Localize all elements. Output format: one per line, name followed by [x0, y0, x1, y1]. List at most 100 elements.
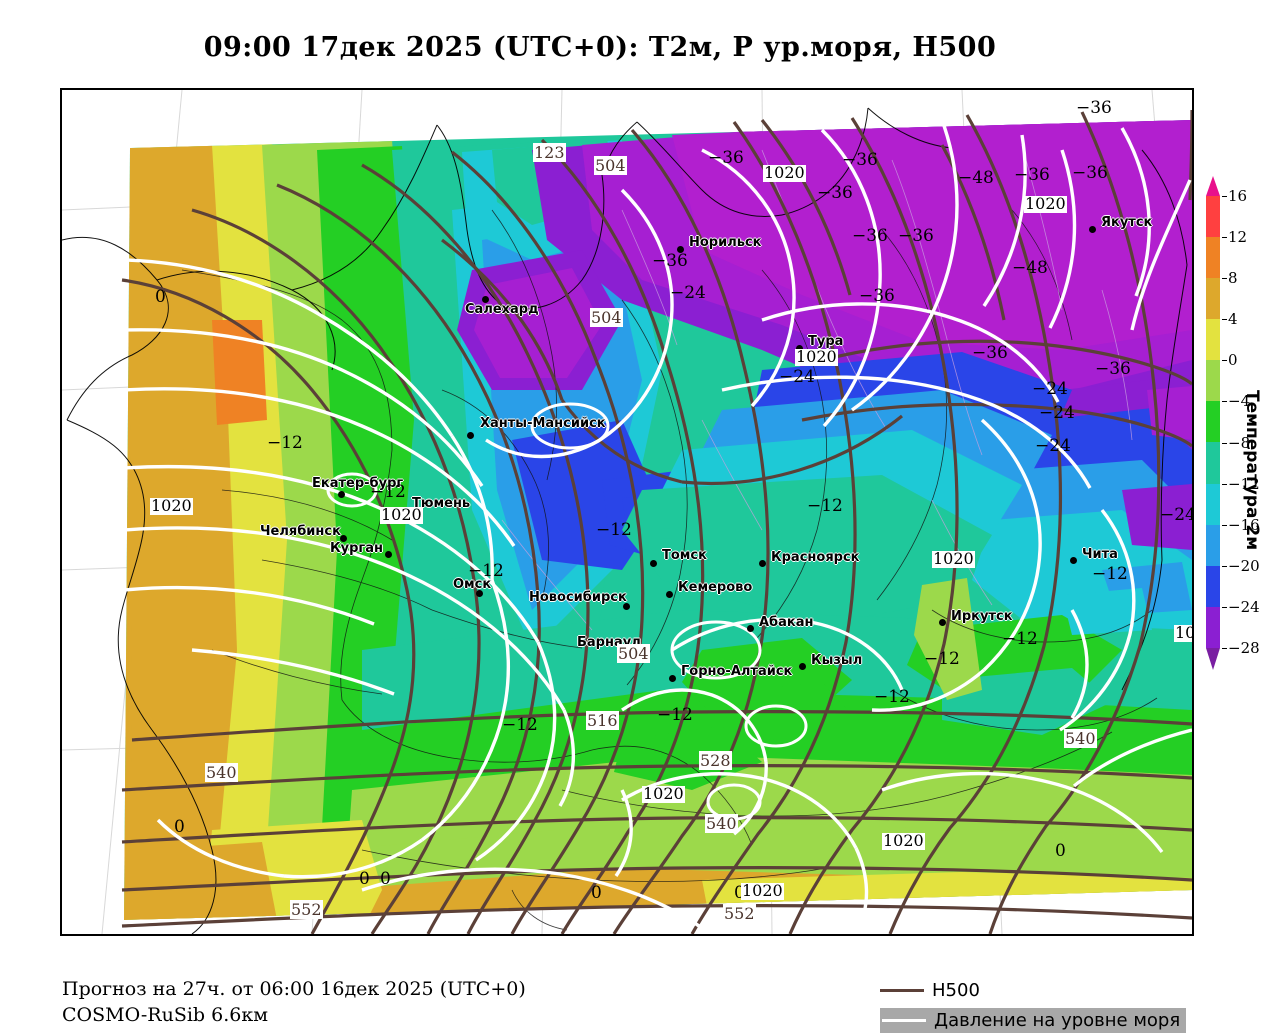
pressure-contour-label: 1020 [642, 784, 685, 803]
temperature-contour-label: −12 [267, 433, 303, 453]
colorbar-tick-mark [1222, 196, 1227, 197]
city-marker[interactable] [623, 603, 630, 610]
temperature-contour-label: −36 [708, 148, 744, 168]
colorbar-band [1206, 524, 1220, 566]
temperature-contour-label: −36 [842, 150, 878, 170]
city-label: Кызыл [811, 653, 863, 668]
temperature-contour-label: −48 [1012, 258, 1048, 278]
city-label: Омск [453, 577, 492, 592]
city-marker[interactable] [1070, 557, 1077, 564]
mslp-legend-label: Давление на уровне моря [934, 1010, 1181, 1031]
city-label: Тура [808, 334, 844, 349]
temperature-contour-label: −36 [1095, 359, 1131, 379]
h500-contour-label: 504 [594, 156, 627, 175]
weather-map[interactable]: Норильск Салехард Якутск Тура Ханты-Мансийск… [60, 88, 1194, 936]
city-label: Кемерово [678, 580, 753, 595]
colorbar-band [1206, 360, 1220, 402]
temperature-contour-label: −24 [779, 367, 815, 387]
city-marker[interactable] [677, 246, 684, 253]
pressure-contour-label: 1020 [932, 549, 975, 568]
temperature-contour-label: −36 [817, 183, 853, 203]
city-label: Новосибирск [529, 590, 627, 605]
city-marker[interactable] [939, 619, 946, 626]
city-marker[interactable] [747, 625, 754, 632]
temperature-contour-label: −36 [1076, 98, 1112, 118]
temperature-contour-label: −48 [958, 168, 994, 188]
temperature-contour-label: −24 [1035, 436, 1071, 456]
city-label: Челябинск [260, 524, 341, 539]
colorbar-tick-label: −24 [1228, 597, 1260, 616]
h500-contour-label: 504 [617, 644, 650, 663]
colorbar-tick-mark [1222, 278, 1227, 280]
city-label: Якутск [1101, 215, 1153, 230]
colorbar-tick-label: −20 [1228, 556, 1260, 575]
forecast-info-line: Прогноз на 27ч. от 06:00 16дек 2025 (UTC… [62, 978, 526, 1000]
colorbar-tick-mark [1222, 606, 1227, 608]
city-marker[interactable] [666, 591, 673, 598]
city-label: Тюмень [412, 496, 471, 511]
city-marker[interactable] [467, 432, 474, 439]
colorbar-tick-mark [1222, 360, 1227, 362]
colorbar-tick-label: 0 [1228, 351, 1238, 370]
pressure-contour-label: 1020 [795, 347, 838, 366]
h500-contour-label: 528 [699, 751, 732, 770]
city-label: Екатер-бург [312, 476, 404, 491]
h500-line-swatch [880, 989, 924, 992]
temperature-contour-label: −12 [807, 496, 843, 516]
temperature-contour-label: 0 [1055, 841, 1066, 861]
temperature-colorbar [1206, 196, 1220, 648]
colorbar-tick-label: −8 [1228, 433, 1251, 452]
temperature-contour-label: −12 [596, 520, 632, 540]
temperature-contour-label: −12 [468, 561, 504, 581]
pressure-contour-label: 1020 [1024, 194, 1067, 213]
temperature-contour-label: −24 [1160, 505, 1194, 525]
temperature-contour-label: −24 [670, 283, 706, 303]
city-marker[interactable] [799, 663, 806, 670]
temperature-contour-label: −36 [898, 226, 934, 246]
city-marker[interactable] [476, 590, 483, 597]
city-marker[interactable] [1089, 226, 1096, 233]
city-label: Горно-Алтайск [681, 664, 793, 679]
city-label: Красноярск [771, 550, 860, 565]
colorbar-tick-label: 16 [1228, 187, 1248, 205]
colorbar-band [1206, 237, 1220, 279]
city-label: Салехард [465, 302, 539, 317]
pressure-contour-label: 1020 [380, 505, 423, 524]
temperature-contour-label: −36 [1072, 163, 1108, 183]
h500-contour-label: 123 [533, 143, 566, 162]
mslp-line-swatch [882, 1019, 926, 1022]
colorbar-title: Температура 2м [1242, 390, 1262, 551]
colorbar-bottom-arrow [1206, 648, 1220, 670]
city-marker[interactable] [669, 675, 676, 682]
city-marker[interactable] [385, 551, 392, 558]
city-marker[interactable] [340, 535, 347, 542]
legend-h500: H500 [880, 980, 980, 1001]
h500-contour-label: 540 [705, 814, 738, 833]
colorbar-tick-mark [1222, 648, 1227, 649]
h500-contour-label: 552 [723, 904, 756, 923]
map-canvas [62, 90, 1192, 934]
pressure-contour-label: 1020 [763, 163, 806, 182]
city-marker[interactable] [482, 296, 489, 303]
temperature-contour-label: 0 [155, 287, 166, 307]
temperature-contour-label: −36 [859, 286, 895, 306]
city-marker[interactable] [759, 560, 766, 567]
colorbar-tick-label: −4 [1228, 392, 1251, 411]
city-label: Томск [662, 548, 707, 563]
colorbar-tick-label: 4 [1228, 310, 1238, 329]
city-marker[interactable] [338, 491, 345, 498]
city-marker[interactable] [650, 560, 657, 567]
legend-mslp: Давление на уровне моря [880, 1008, 1187, 1033]
colorbar-band [1206, 565, 1220, 607]
temperature-contour-label: −24 [1039, 403, 1075, 423]
colorbar-tick-label: −12 [1228, 474, 1260, 493]
temperature-contour-label: 0 [359, 869, 370, 889]
pressure-contour-label: 1020 [1174, 624, 1192, 642]
city-label: Норильск [689, 235, 762, 250]
temperature-contour-label: −36 [972, 343, 1008, 363]
city-marker[interactable] [796, 345, 803, 352]
colorbar-band [1206, 401, 1220, 443]
colorbar-tick-mark [1222, 483, 1227, 485]
city-label: Чита [1082, 547, 1118, 562]
colorbar-band [1206, 319, 1220, 361]
